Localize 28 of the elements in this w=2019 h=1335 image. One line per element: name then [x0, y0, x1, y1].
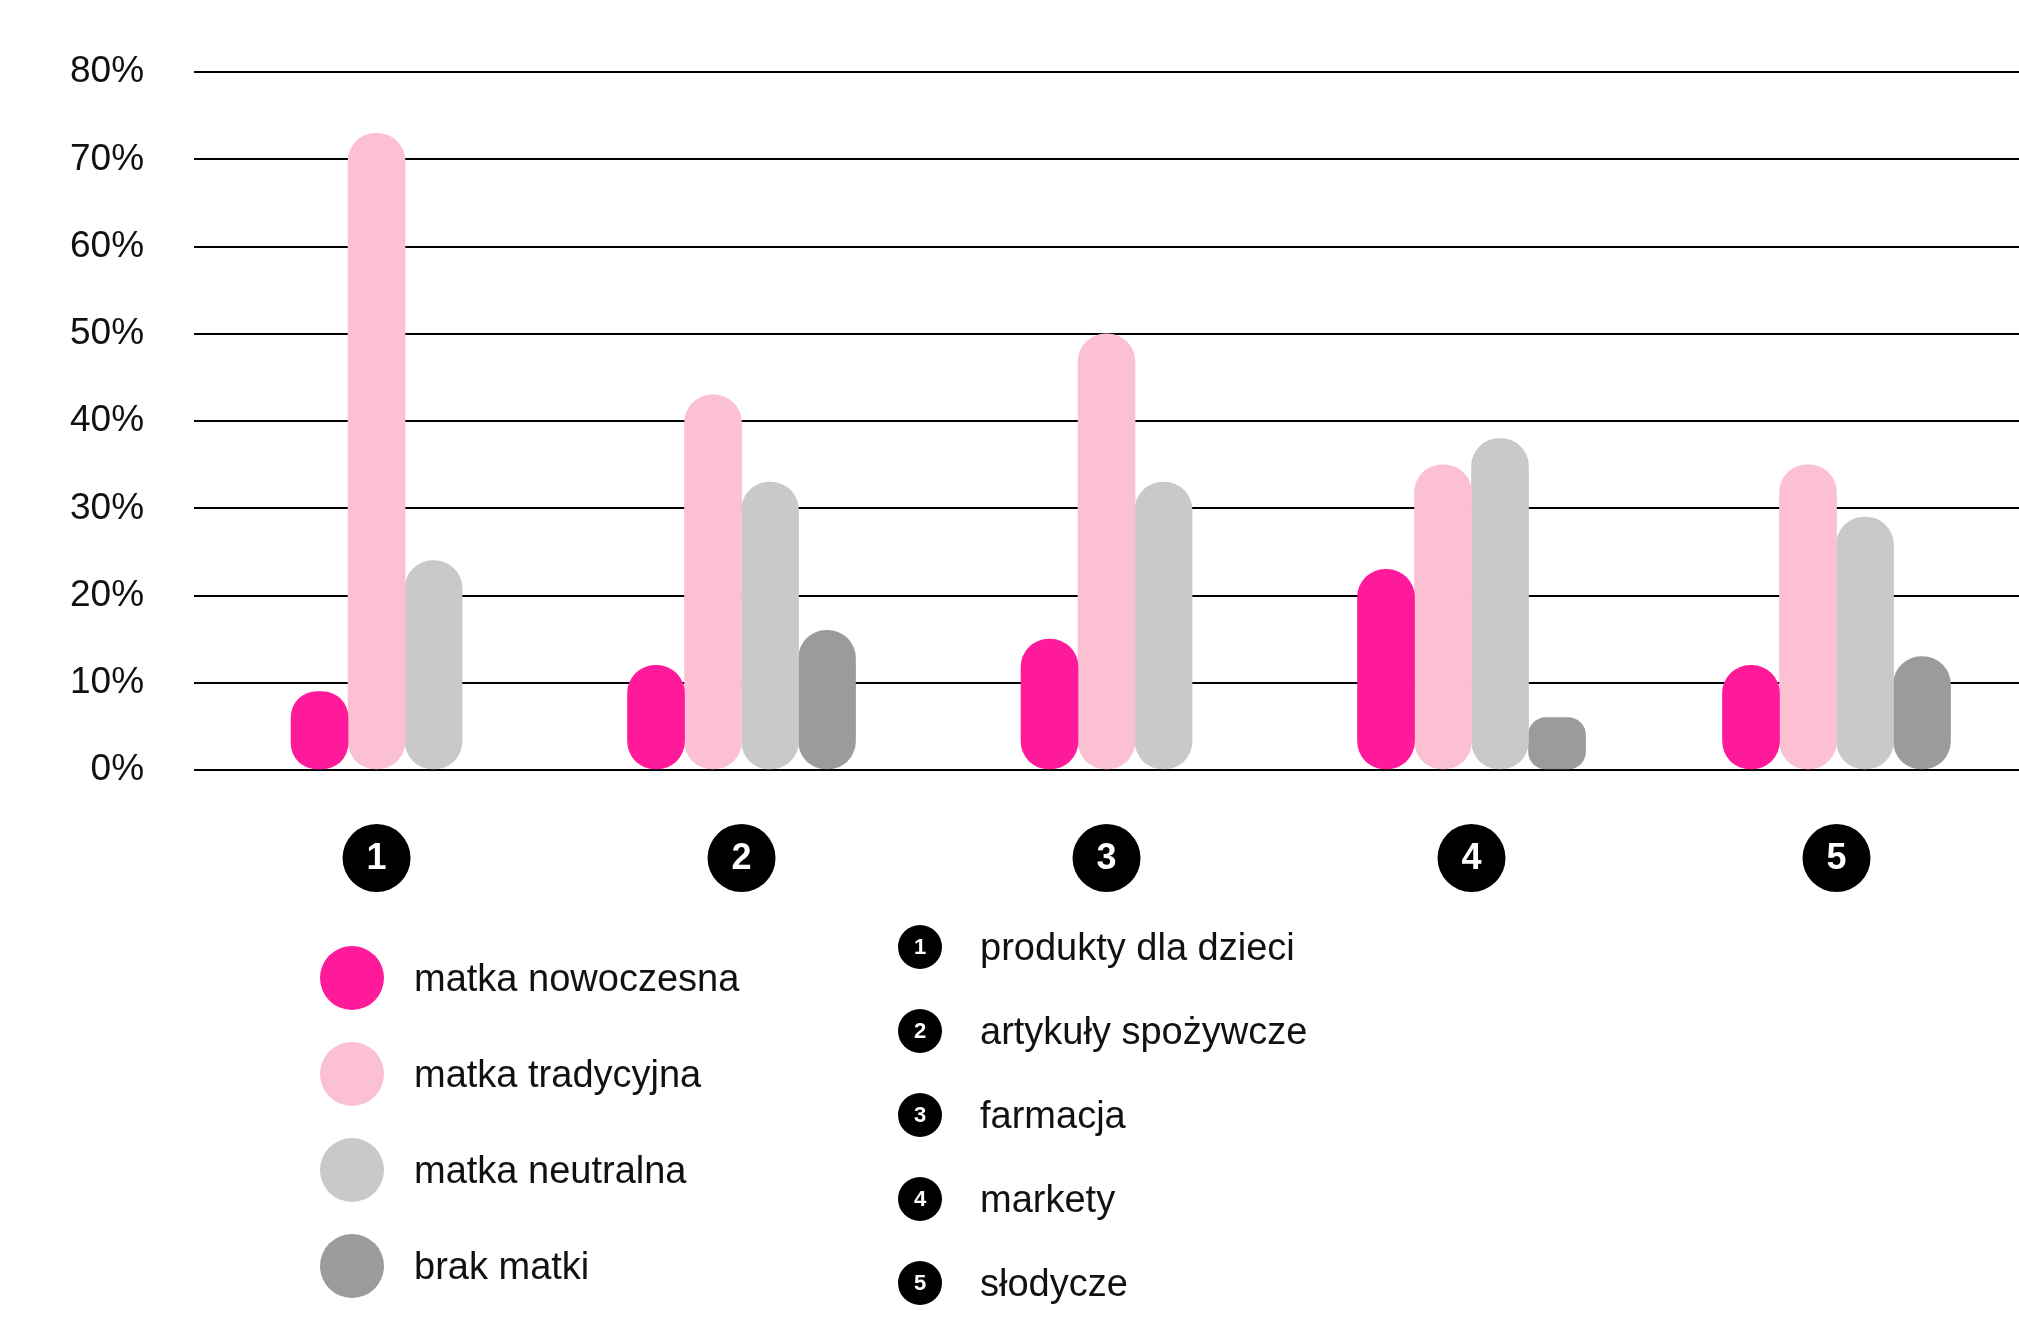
- y-tick-label: 0%: [90, 747, 145, 789]
- legend-label: matka neutralna: [414, 1148, 687, 1192]
- y-tick-label: 80%: [69, 49, 145, 91]
- legend-label: brak matki: [414, 1244, 590, 1288]
- y-tick-label: 50%: [69, 311, 145, 353]
- y-tick-label: 10%: [69, 659, 145, 701]
- x-tick-label: 2: [731, 835, 752, 877]
- text: markety: [980, 1177, 1116, 1221]
- legend-label: matka nowoczesna: [414, 956, 740, 1000]
- y-tick-label: 70%: [69, 136, 145, 178]
- y-tick-label: 60%: [69, 223, 145, 265]
- y-tick-label: 40%: [69, 398, 145, 440]
- category-label: 5: [913, 1270, 927, 1295]
- text: farmacja: [980, 1093, 1126, 1137]
- x-tick-label: 3: [1096, 835, 1117, 877]
- x-tick-label: 1: [366, 835, 387, 877]
- text: artykuły spożywcze: [980, 1009, 1308, 1053]
- x-tick-label: 4: [1461, 835, 1482, 877]
- legend-label: matka tradycyjna: [414, 1052, 702, 1096]
- text: słodycze: [980, 1261, 1128, 1305]
- category-label: 4: [913, 1186, 927, 1211]
- category-label: 2: [913, 1018, 927, 1043]
- text: produkty dla dzieci: [980, 925, 1295, 969]
- x-tick-label: 5: [1826, 835, 1847, 877]
- category-label: 3: [913, 1102, 927, 1127]
- y-tick-label: 30%: [69, 485, 145, 527]
- y-tick-label: 20%: [69, 572, 145, 614]
- category-label: 1: [913, 934, 927, 959]
